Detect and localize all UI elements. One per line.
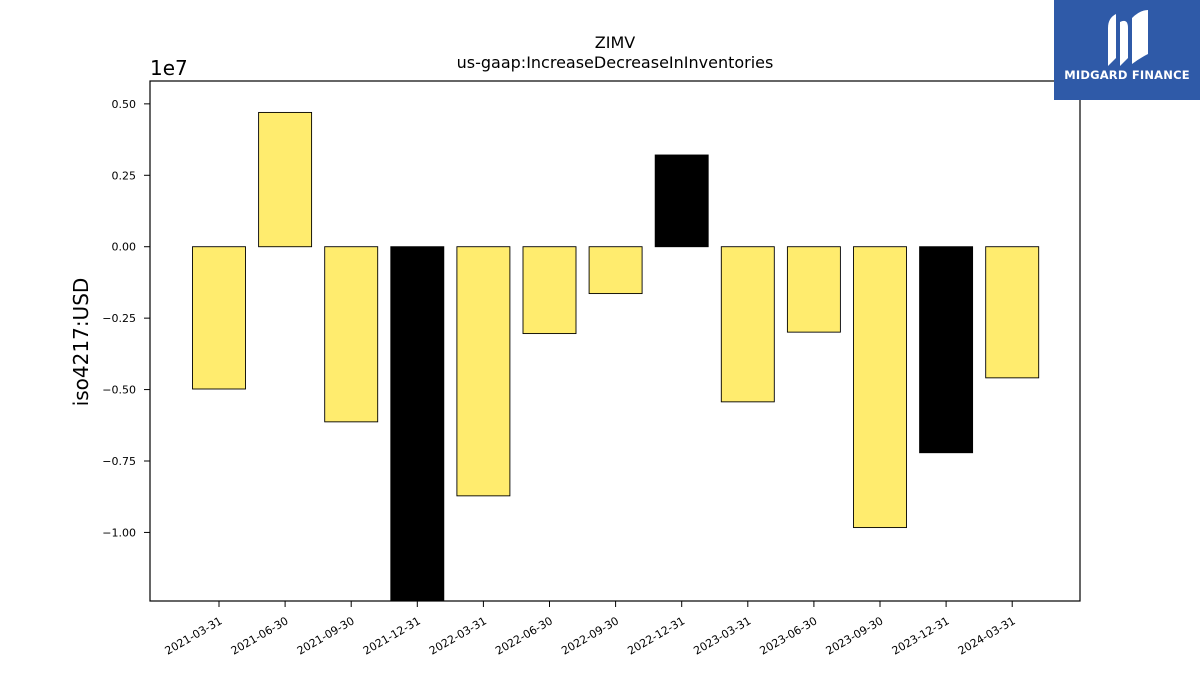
bar-series: [192, 111, 1040, 602]
chart-subtitle: us-gaap:IncreaseDecreaseInInventories: [457, 53, 774, 72]
y-tick-label: −1.00: [102, 526, 136, 539]
bar-2023-06-30: [786, 246, 841, 333]
y-tick-label: 0.25: [112, 169, 137, 182]
bar-2022-09-30: [588, 246, 643, 295]
plot-frame: [149, 80, 1081, 602]
x-tick-label: 2023-03-31: [691, 614, 753, 657]
bar-2021-03-31: [192, 246, 246, 390]
y-tick-label: 0.50: [112, 98, 137, 111]
chart-title: ZIMV: [595, 33, 635, 52]
bar-2022-12-31: [654, 154, 709, 248]
brand-mark-icon: [1108, 10, 1148, 66]
x-tick-label: 2022-06-30: [493, 614, 555, 657]
x-tick-label: 2023-06-30: [758, 614, 820, 657]
y-tick-label: −0.50: [102, 384, 136, 397]
x-tick-label: 2021-03-31: [163, 614, 225, 657]
bar-2021-06-30: [258, 111, 313, 248]
x-tick-label: 2021-09-30: [295, 614, 357, 657]
brand-logo: MIDGARD FINANCE: [1054, 0, 1200, 100]
y-axis-ticks: 0.50 0.25 0.00 −0.25 −0.50 −0.75 −1.00: [102, 98, 150, 539]
x-tick-label: 2021-12-31: [361, 614, 423, 657]
bar-2022-06-30: [522, 246, 577, 335]
x-tick-label: 2022-03-31: [427, 614, 489, 657]
brand-name: MIDGARD FINANCE: [1064, 68, 1190, 82]
bar-2023-09-30: [853, 246, 907, 529]
y-tick-label: −0.75: [102, 455, 136, 468]
bar-2022-03-31: [456, 246, 511, 497]
y-tick-label: −0.25: [102, 312, 136, 325]
bar-2023-03-31: [720, 246, 775, 403]
y-axis-offset-label: 1e7: [150, 56, 188, 80]
y-axis-title: iso4217:USD: [69, 278, 93, 407]
x-axis-ticks: 2021-03-31 2021-06-30 2021-09-30 2021-12-31…: [163, 601, 1018, 658]
bar-2024-03-31: [985, 246, 1040, 379]
x-tick-label: 2024-03-31: [956, 614, 1018, 657]
bar-2023-12-31: [919, 246, 974, 454]
x-tick-label: 2023-12-31: [890, 614, 952, 657]
y-tick-label: 0.00: [112, 241, 137, 254]
bar-2021-09-30: [324, 246, 379, 423]
x-tick-label: 2022-09-30: [559, 614, 621, 657]
x-tick-label: 2021-06-30: [229, 614, 291, 657]
x-tick-label: 2022-12-31: [625, 614, 687, 657]
x-tick-label: 2023-09-30: [824, 614, 886, 657]
bar-2021-12-31: [390, 246, 445, 602]
